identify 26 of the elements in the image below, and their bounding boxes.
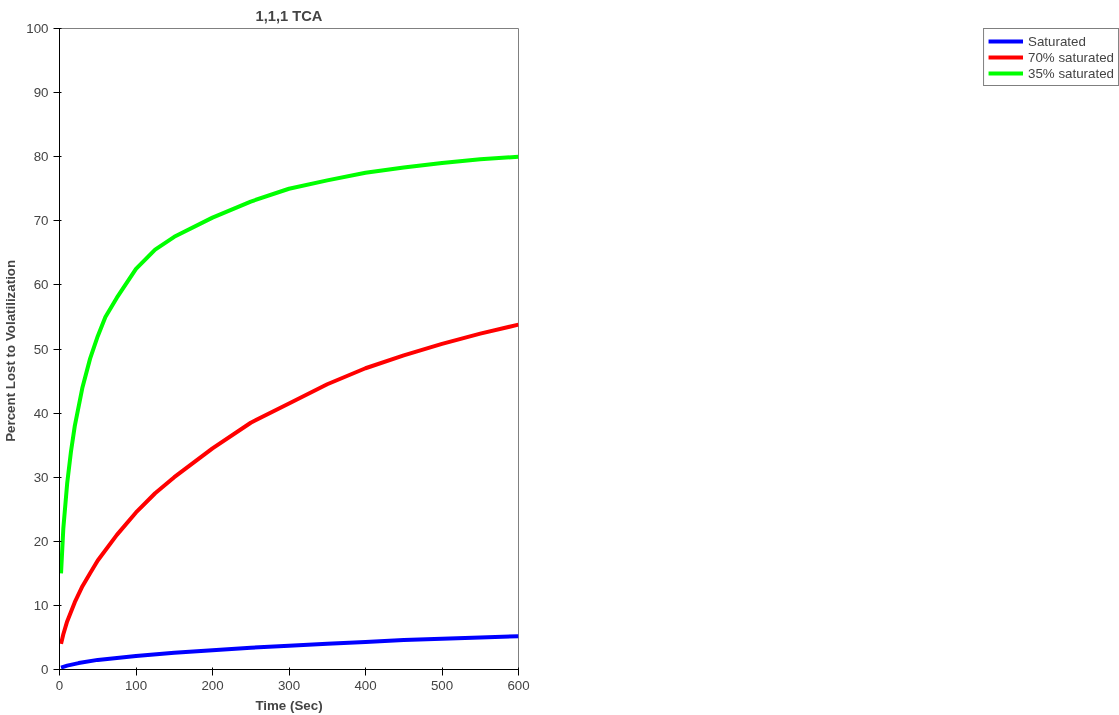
x-tick-label: 600: [507, 677, 530, 693]
y-tick-label: 70: [33, 213, 49, 229]
y-axis-title: Percent Lost to Volatilization: [3, 259, 19, 442]
legend-label: Saturated: [1028, 33, 1086, 49]
legend-label: 70% saturated: [1028, 49, 1114, 65]
x-tick-label: 500: [430, 677, 454, 693]
y-tick-label: 60: [33, 277, 49, 293]
y-tick-label: 30: [33, 469, 49, 485]
y-tick-label: 90: [33, 85, 49, 101]
y-tick-label: 10: [33, 597, 49, 613]
line-series: [59, 322, 519, 646]
y-tick-label: 20: [33, 533, 49, 549]
legend-label: 35% saturated: [1028, 65, 1114, 81]
chart-title: 1,1,1 TCA: [255, 7, 323, 24]
y-tick-label: 80: [33, 149, 49, 165]
y-tick-label: 40: [33, 405, 49, 421]
x-axis-title: Time (Sec): [255, 697, 323, 713]
x-tick-label: 0: [55, 677, 64, 693]
y-tick-label: 0: [41, 662, 49, 677]
x-tick-label: 100: [124, 677, 148, 693]
line-series: [59, 154, 519, 576]
y-tick-label: 100: [26, 21, 49, 36]
x-tick-label: 400: [354, 677, 377, 693]
y-tick-label: 50: [33, 341, 49, 357]
x-tick-label: 200: [201, 677, 224, 693]
x-tick-label: 300: [277, 677, 301, 693]
